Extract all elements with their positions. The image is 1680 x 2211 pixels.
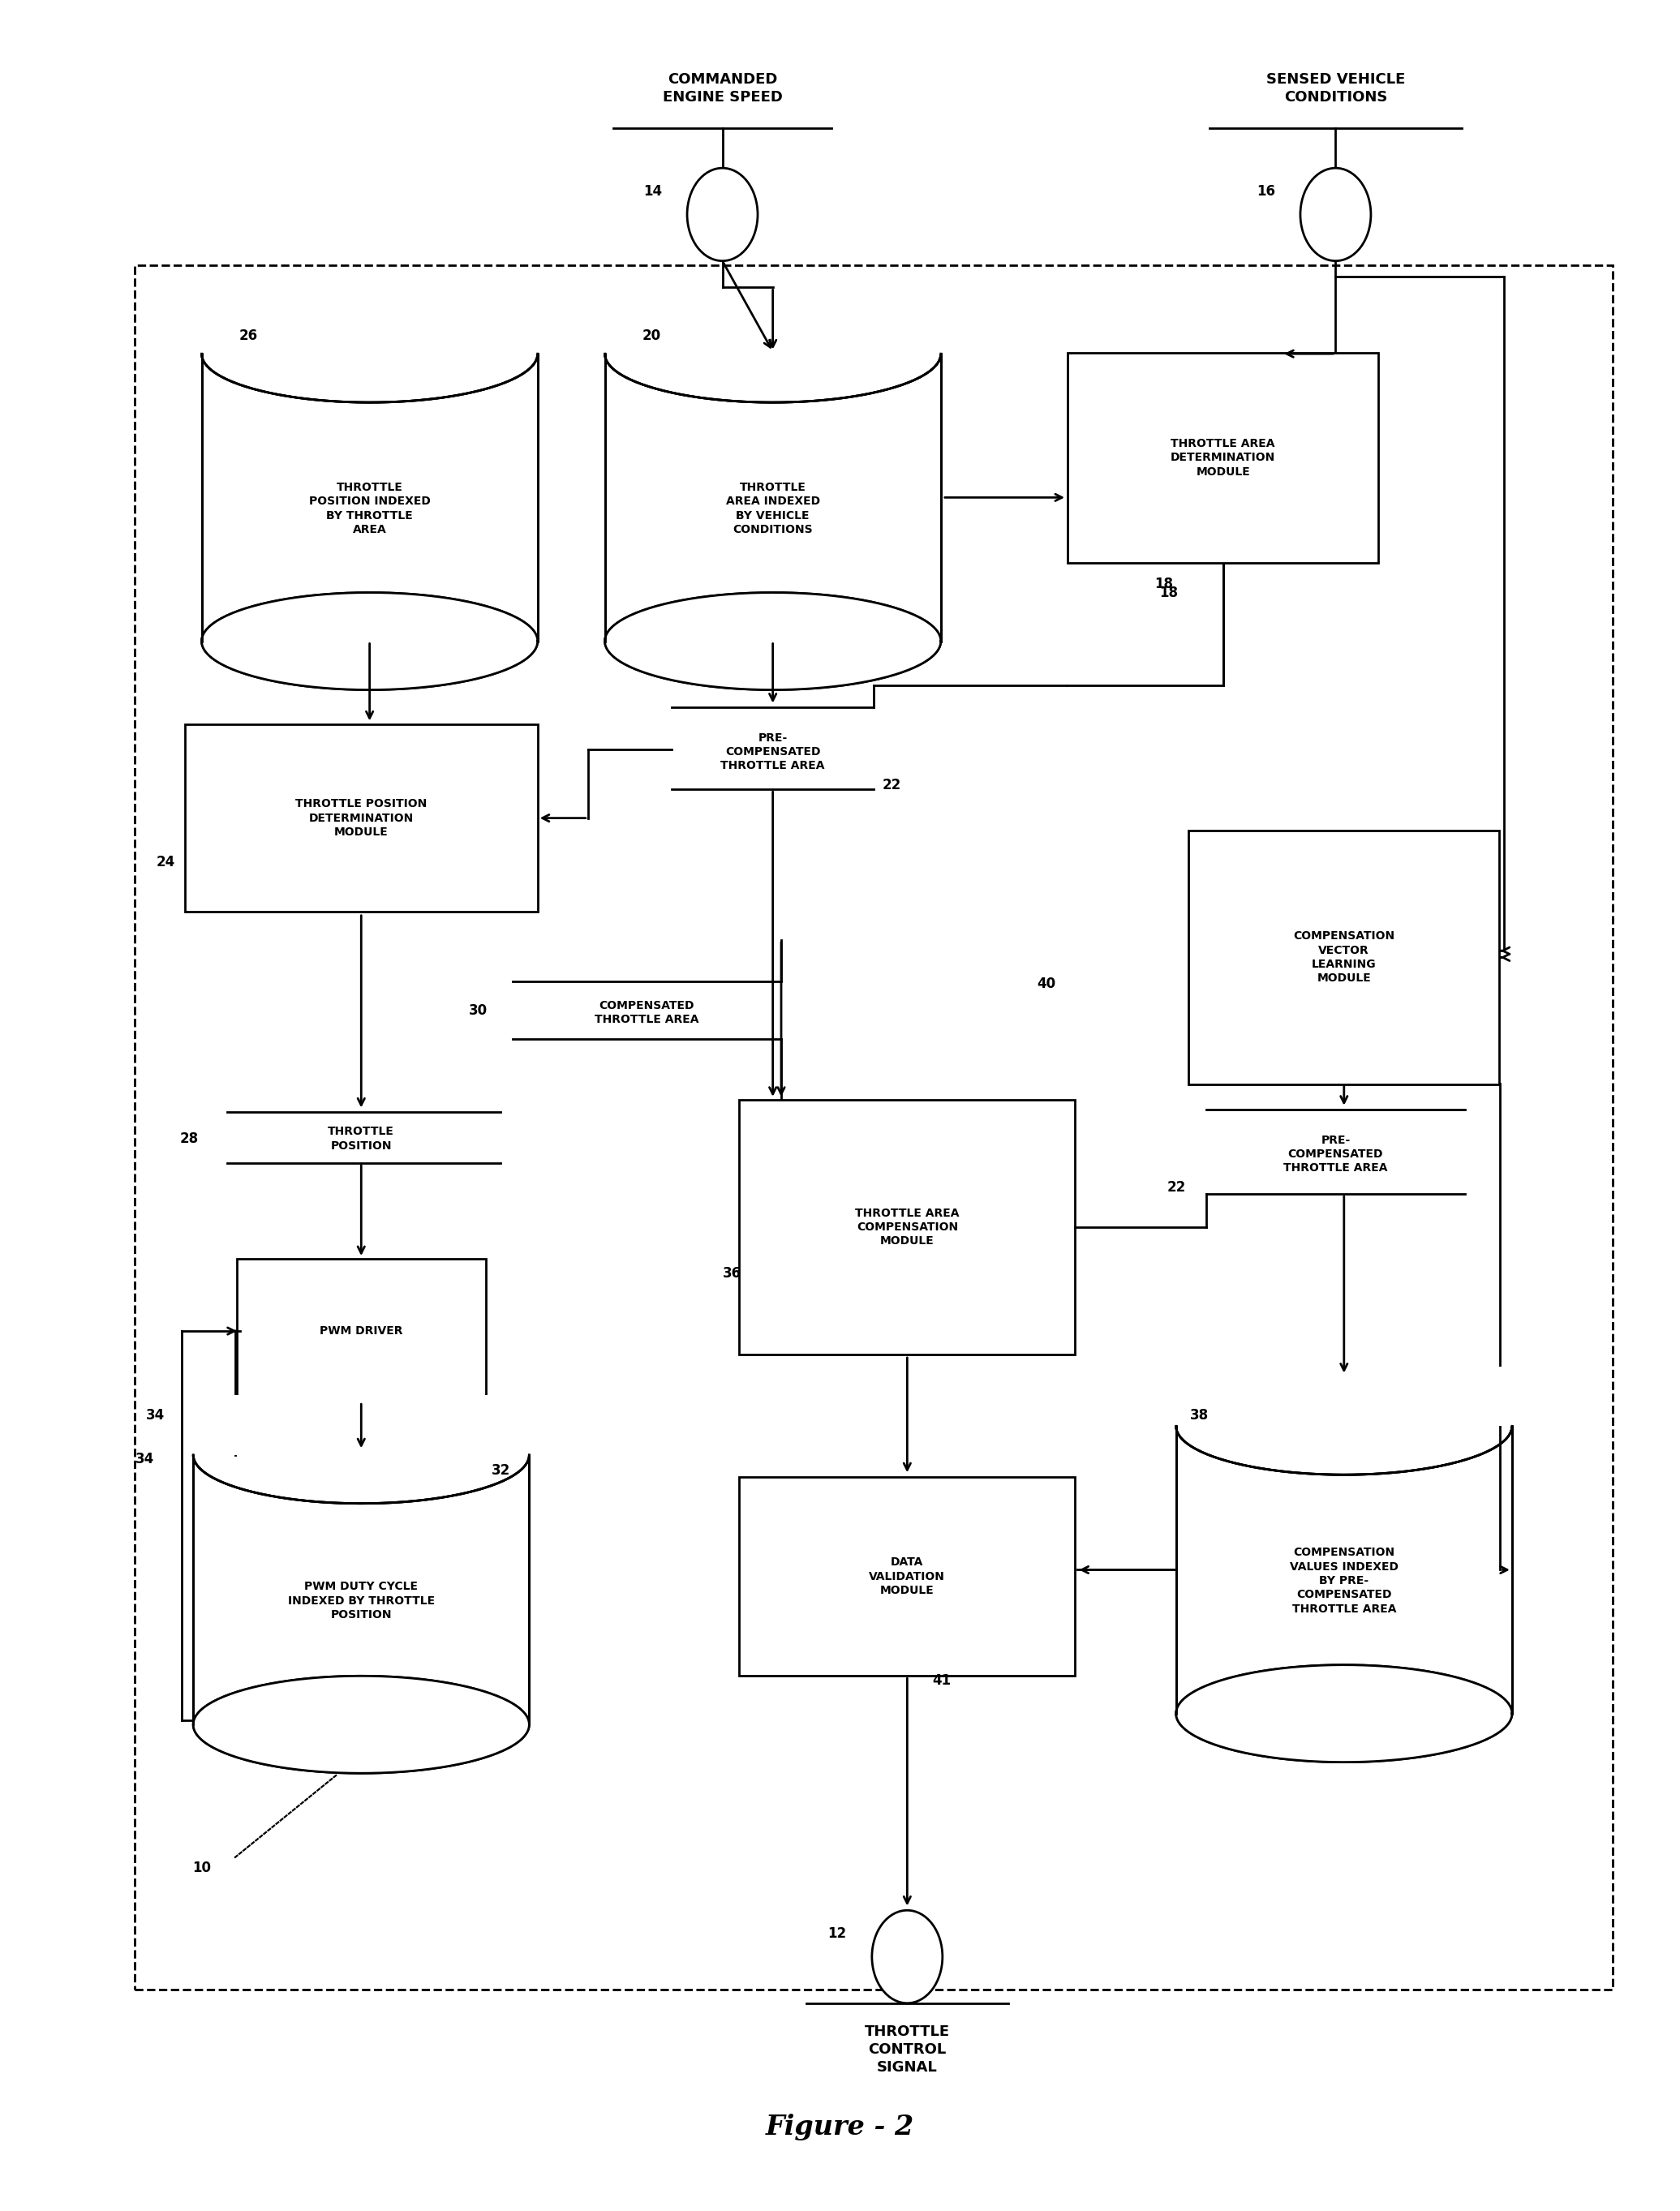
Polygon shape	[193, 1676, 529, 1773]
Text: COMPENSATED
THROTTLE AREA: COMPENSATED THROTTLE AREA	[595, 999, 699, 1026]
Polygon shape	[185, 1395, 538, 1455]
Polygon shape	[193, 1406, 529, 1503]
Polygon shape	[193, 294, 546, 354]
Polygon shape	[202, 305, 538, 402]
Text: 30: 30	[469, 1004, 487, 1017]
Bar	[1189, 831, 1500, 1086]
Polygon shape	[202, 354, 538, 641]
Bar	[237, 1260, 486, 1404]
Polygon shape	[1168, 1366, 1520, 1426]
Circle shape	[687, 168, 758, 261]
Polygon shape	[596, 294, 949, 354]
Text: 14: 14	[643, 184, 662, 199]
Text: 18: 18	[1159, 586, 1178, 599]
Text: 10: 10	[192, 1862, 212, 1875]
Text: THROTTLE POSITION
DETERMINATION
MODULE: THROTTLE POSITION DETERMINATION MODULE	[296, 798, 427, 838]
Text: COMMANDED
ENGINE SPEED: COMMANDED ENGINE SPEED	[662, 73, 783, 104]
Text: 16: 16	[1257, 184, 1275, 199]
Text: SENSED VEHICLE
CONDITIONS: SENSED VEHICLE CONDITIONS	[1267, 73, 1404, 104]
Text: 20: 20	[642, 329, 662, 343]
Polygon shape	[605, 305, 941, 402]
Text: PWM DRIVER: PWM DRIVER	[319, 1324, 403, 1338]
Polygon shape	[1176, 1426, 1512, 1714]
Text: PRE-
COMPENSATED
THROTTLE AREA: PRE- COMPENSATED THROTTLE AREA	[721, 732, 825, 772]
Text: 22: 22	[882, 778, 900, 792]
Text: 41: 41	[932, 1674, 951, 1687]
Circle shape	[1300, 168, 1371, 261]
Circle shape	[872, 1910, 942, 2003]
Text: PRE-
COMPENSATED
THROTTLE AREA: PRE- COMPENSATED THROTTLE AREA	[1284, 1134, 1388, 1174]
Text: 22: 22	[1168, 1181, 1186, 1194]
Polygon shape	[605, 593, 941, 690]
Text: Figure - 2: Figure - 2	[766, 2114, 914, 2140]
Polygon shape	[605, 593, 941, 690]
Text: THROTTLE
AREA INDEXED
BY VEHICLE
CONDITIONS: THROTTLE AREA INDEXED BY VEHICLE CONDITI…	[726, 482, 820, 535]
Text: 38: 38	[1189, 1408, 1210, 1422]
Text: THROTTLE AREA
DETERMINATION
MODULE: THROTTLE AREA DETERMINATION MODULE	[1171, 438, 1275, 478]
Text: 40: 40	[1037, 977, 1055, 991]
Polygon shape	[193, 1676, 529, 1773]
Text: COMPENSATION
VALUES INDEXED
BY PRE-
COMPENSATED
THROTTLE AREA: COMPENSATION VALUES INDEXED BY PRE- COMP…	[1290, 1548, 1398, 1614]
Polygon shape	[193, 1455, 529, 1725]
Bar	[1068, 354, 1379, 564]
Bar	[185, 725, 538, 911]
Text: PWM DUTY CYCLE
INDEXED BY THROTTLE
POSITION: PWM DUTY CYCLE INDEXED BY THROTTLE POSIT…	[287, 1581, 435, 1621]
Bar	[739, 1101, 1075, 1353]
Bar	[739, 1477, 1075, 1676]
Text: COMPENSATION
VECTOR
LEARNING
MODULE: COMPENSATION VECTOR LEARNING MODULE	[1294, 931, 1394, 984]
Polygon shape	[1176, 1665, 1512, 1762]
Text: DATA
VALIDATION
MODULE: DATA VALIDATION MODULE	[869, 1557, 946, 1596]
Text: 26: 26	[239, 329, 259, 343]
Bar	[134, 265, 1613, 1990]
Text: 32: 32	[491, 1464, 511, 1477]
Text: THROTTLE
POSITION: THROTTLE POSITION	[328, 1125, 395, 1152]
Polygon shape	[605, 354, 941, 641]
Text: 18: 18	[1154, 577, 1173, 590]
Polygon shape	[1176, 1665, 1512, 1762]
Text: THROTTLE
POSITION INDEXED
BY THROTTLE
AREA: THROTTLE POSITION INDEXED BY THROTTLE AR…	[309, 482, 430, 535]
Text: 36: 36	[722, 1267, 741, 1280]
Text: 34: 34	[146, 1408, 165, 1422]
Polygon shape	[1176, 1377, 1512, 1475]
Polygon shape	[202, 593, 538, 690]
Text: 34: 34	[136, 1453, 155, 1466]
Text: 28: 28	[180, 1132, 198, 1145]
Text: 24: 24	[156, 856, 175, 869]
Text: 12: 12	[828, 1926, 847, 1941]
Text: THROTTLE AREA
COMPENSATION
MODULE: THROTTLE AREA COMPENSATION MODULE	[855, 1207, 959, 1247]
Polygon shape	[202, 593, 538, 690]
Text: THROTTLE
CONTROL
SIGNAL: THROTTLE CONTROL SIGNAL	[865, 2025, 949, 2074]
